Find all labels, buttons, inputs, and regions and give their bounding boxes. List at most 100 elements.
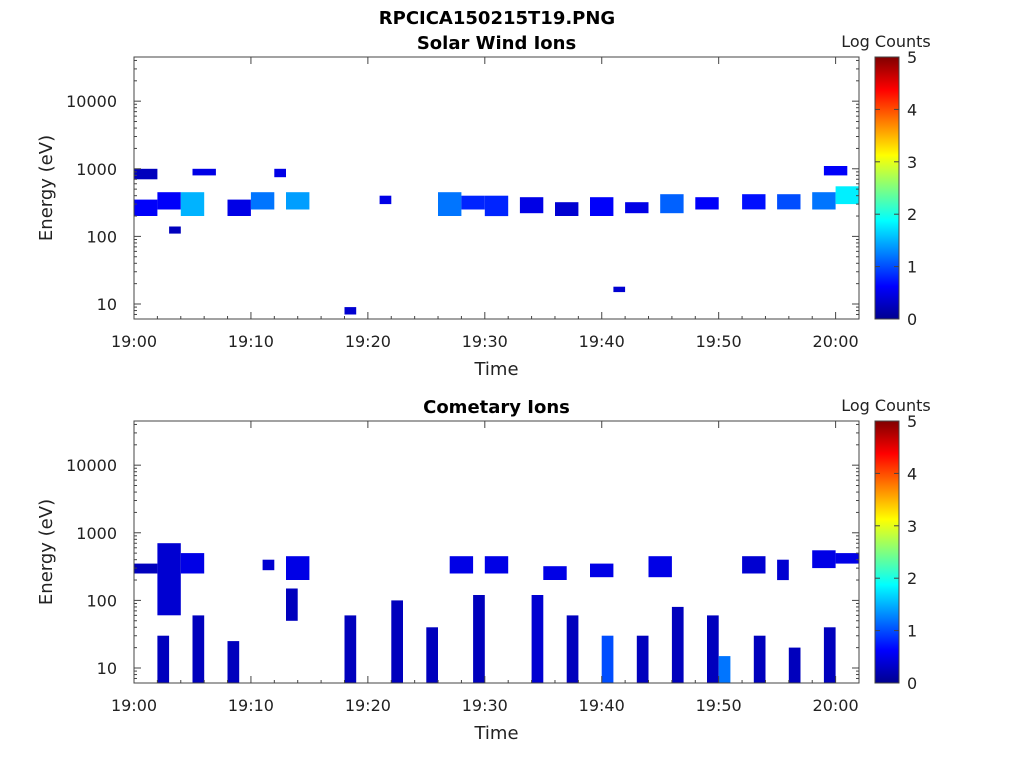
colorbar-tick-label: 5 bbox=[907, 48, 917, 67]
y-axis-label: Energy (eV) bbox=[36, 499, 57, 605]
data-patch bbox=[157, 635, 170, 683]
data-patch bbox=[286, 556, 310, 580]
data-patch bbox=[169, 226, 181, 234]
x-tick-label: 19:30 bbox=[462, 332, 508, 351]
data-patch bbox=[707, 615, 719, 683]
data-patch bbox=[180, 192, 205, 216]
x-axis-label: Time bbox=[473, 359, 518, 380]
data-patch bbox=[835, 553, 859, 564]
colorbar-tick-label: 3 bbox=[907, 517, 917, 536]
data-patch bbox=[250, 192, 275, 210]
data-patch bbox=[566, 615, 579, 683]
data-patch bbox=[484, 556, 509, 574]
x-tick-label: 19:20 bbox=[345, 696, 391, 715]
data-patch bbox=[601, 635, 614, 683]
x-tick-label: 19:50 bbox=[696, 696, 742, 715]
x-tick-label: 19:40 bbox=[579, 696, 625, 715]
data-patch bbox=[134, 563, 158, 574]
data-patch bbox=[543, 566, 567, 580]
x-axis-label: Time bbox=[473, 723, 518, 744]
y-tick-label: 100 bbox=[86, 591, 117, 610]
data-patch bbox=[590, 197, 614, 216]
data-patch bbox=[262, 559, 275, 571]
data-patch bbox=[449, 556, 474, 574]
data-patch bbox=[613, 286, 626, 293]
data-patch bbox=[192, 168, 216, 176]
data-patch bbox=[180, 553, 205, 574]
x-tick-label: 19:30 bbox=[462, 696, 508, 715]
data-patch bbox=[426, 627, 438, 683]
y-tick-label: 10000 bbox=[66, 456, 117, 475]
data-patch bbox=[274, 168, 286, 178]
plot-area bbox=[134, 421, 859, 683]
data-patch bbox=[648, 556, 672, 578]
data-patch bbox=[438, 192, 462, 216]
data-patch bbox=[812, 192, 836, 210]
plot-area bbox=[134, 57, 859, 319]
data-patch bbox=[134, 199, 158, 216]
data-patch bbox=[157, 192, 181, 210]
x-tick-label: 19:50 bbox=[696, 332, 742, 351]
data-patch bbox=[777, 559, 789, 581]
colorbar-tick-label: 5 bbox=[907, 412, 917, 431]
x-tick-label: 19:00 bbox=[111, 696, 157, 715]
colorbar-tick-label: 3 bbox=[907, 153, 917, 172]
colorbar-tick-label: 1 bbox=[907, 258, 917, 277]
data-patch bbox=[835, 186, 859, 205]
x-tick-label: 20:00 bbox=[813, 332, 859, 351]
y-tick-label: 10 bbox=[97, 659, 117, 678]
colorbar bbox=[874, 420, 900, 684]
colorbar-label: Log Counts bbox=[841, 32, 931, 51]
colorbar-label: Log Counts bbox=[841, 396, 931, 415]
data-patch bbox=[636, 635, 649, 683]
data-patch bbox=[519, 197, 544, 214]
data-patch bbox=[227, 641, 240, 683]
colorbar-tick-label: 0 bbox=[907, 310, 917, 329]
data-patch bbox=[823, 166, 848, 176]
y-tick-label: 10000 bbox=[66, 92, 117, 111]
x-tick-label: 19:10 bbox=[228, 696, 274, 715]
data-patch bbox=[695, 197, 719, 210]
data-patch bbox=[590, 563, 614, 578]
data-patch bbox=[742, 194, 766, 210]
x-tick-label: 19:10 bbox=[228, 332, 274, 351]
data-patch bbox=[823, 627, 836, 683]
axes-frame bbox=[133, 420, 860, 684]
y-tick-label: 1000 bbox=[76, 160, 117, 179]
data-patch bbox=[473, 595, 485, 683]
y-axis-label: Energy (eV) bbox=[36, 135, 57, 241]
y-tick-label: 1000 bbox=[76, 524, 117, 543]
x-tick-label: 19:00 bbox=[111, 332, 157, 351]
colorbar-tick-label: 0 bbox=[907, 674, 917, 693]
colorbar-tick-label: 4 bbox=[907, 100, 917, 119]
data-patch bbox=[531, 595, 544, 683]
data-patch bbox=[671, 606, 684, 683]
colorbar bbox=[874, 56, 900, 320]
data-patch bbox=[157, 543, 181, 616]
data-patch bbox=[391, 600, 403, 683]
colorbar-tick-label: 4 bbox=[907, 464, 917, 483]
data-patch bbox=[344, 615, 357, 683]
panel-title: Cometary Ions bbox=[423, 397, 570, 418]
x-tick-label: 20:00 bbox=[813, 696, 859, 715]
data-patch bbox=[777, 194, 801, 210]
colorbar-tick-label: 2 bbox=[907, 205, 917, 224]
y-tick-label: 100 bbox=[86, 227, 117, 246]
data-patch bbox=[484, 195, 509, 217]
data-patch bbox=[625, 202, 649, 214]
data-patch bbox=[344, 307, 357, 315]
y-tick-label: 10 bbox=[97, 295, 117, 314]
data-patch bbox=[788, 647, 801, 683]
data-patch bbox=[461, 195, 485, 210]
data-patch bbox=[286, 192, 310, 210]
colorbar-tick-label: 1 bbox=[907, 622, 917, 641]
figure-title: RPCICA150215T19.PNG bbox=[379, 8, 615, 29]
axes-frame bbox=[133, 56, 860, 320]
x-tick-label: 19:20 bbox=[345, 332, 391, 351]
data-patch bbox=[192, 615, 205, 683]
colorbar-tick-label: 2 bbox=[907, 569, 917, 588]
data-patch bbox=[753, 635, 766, 683]
